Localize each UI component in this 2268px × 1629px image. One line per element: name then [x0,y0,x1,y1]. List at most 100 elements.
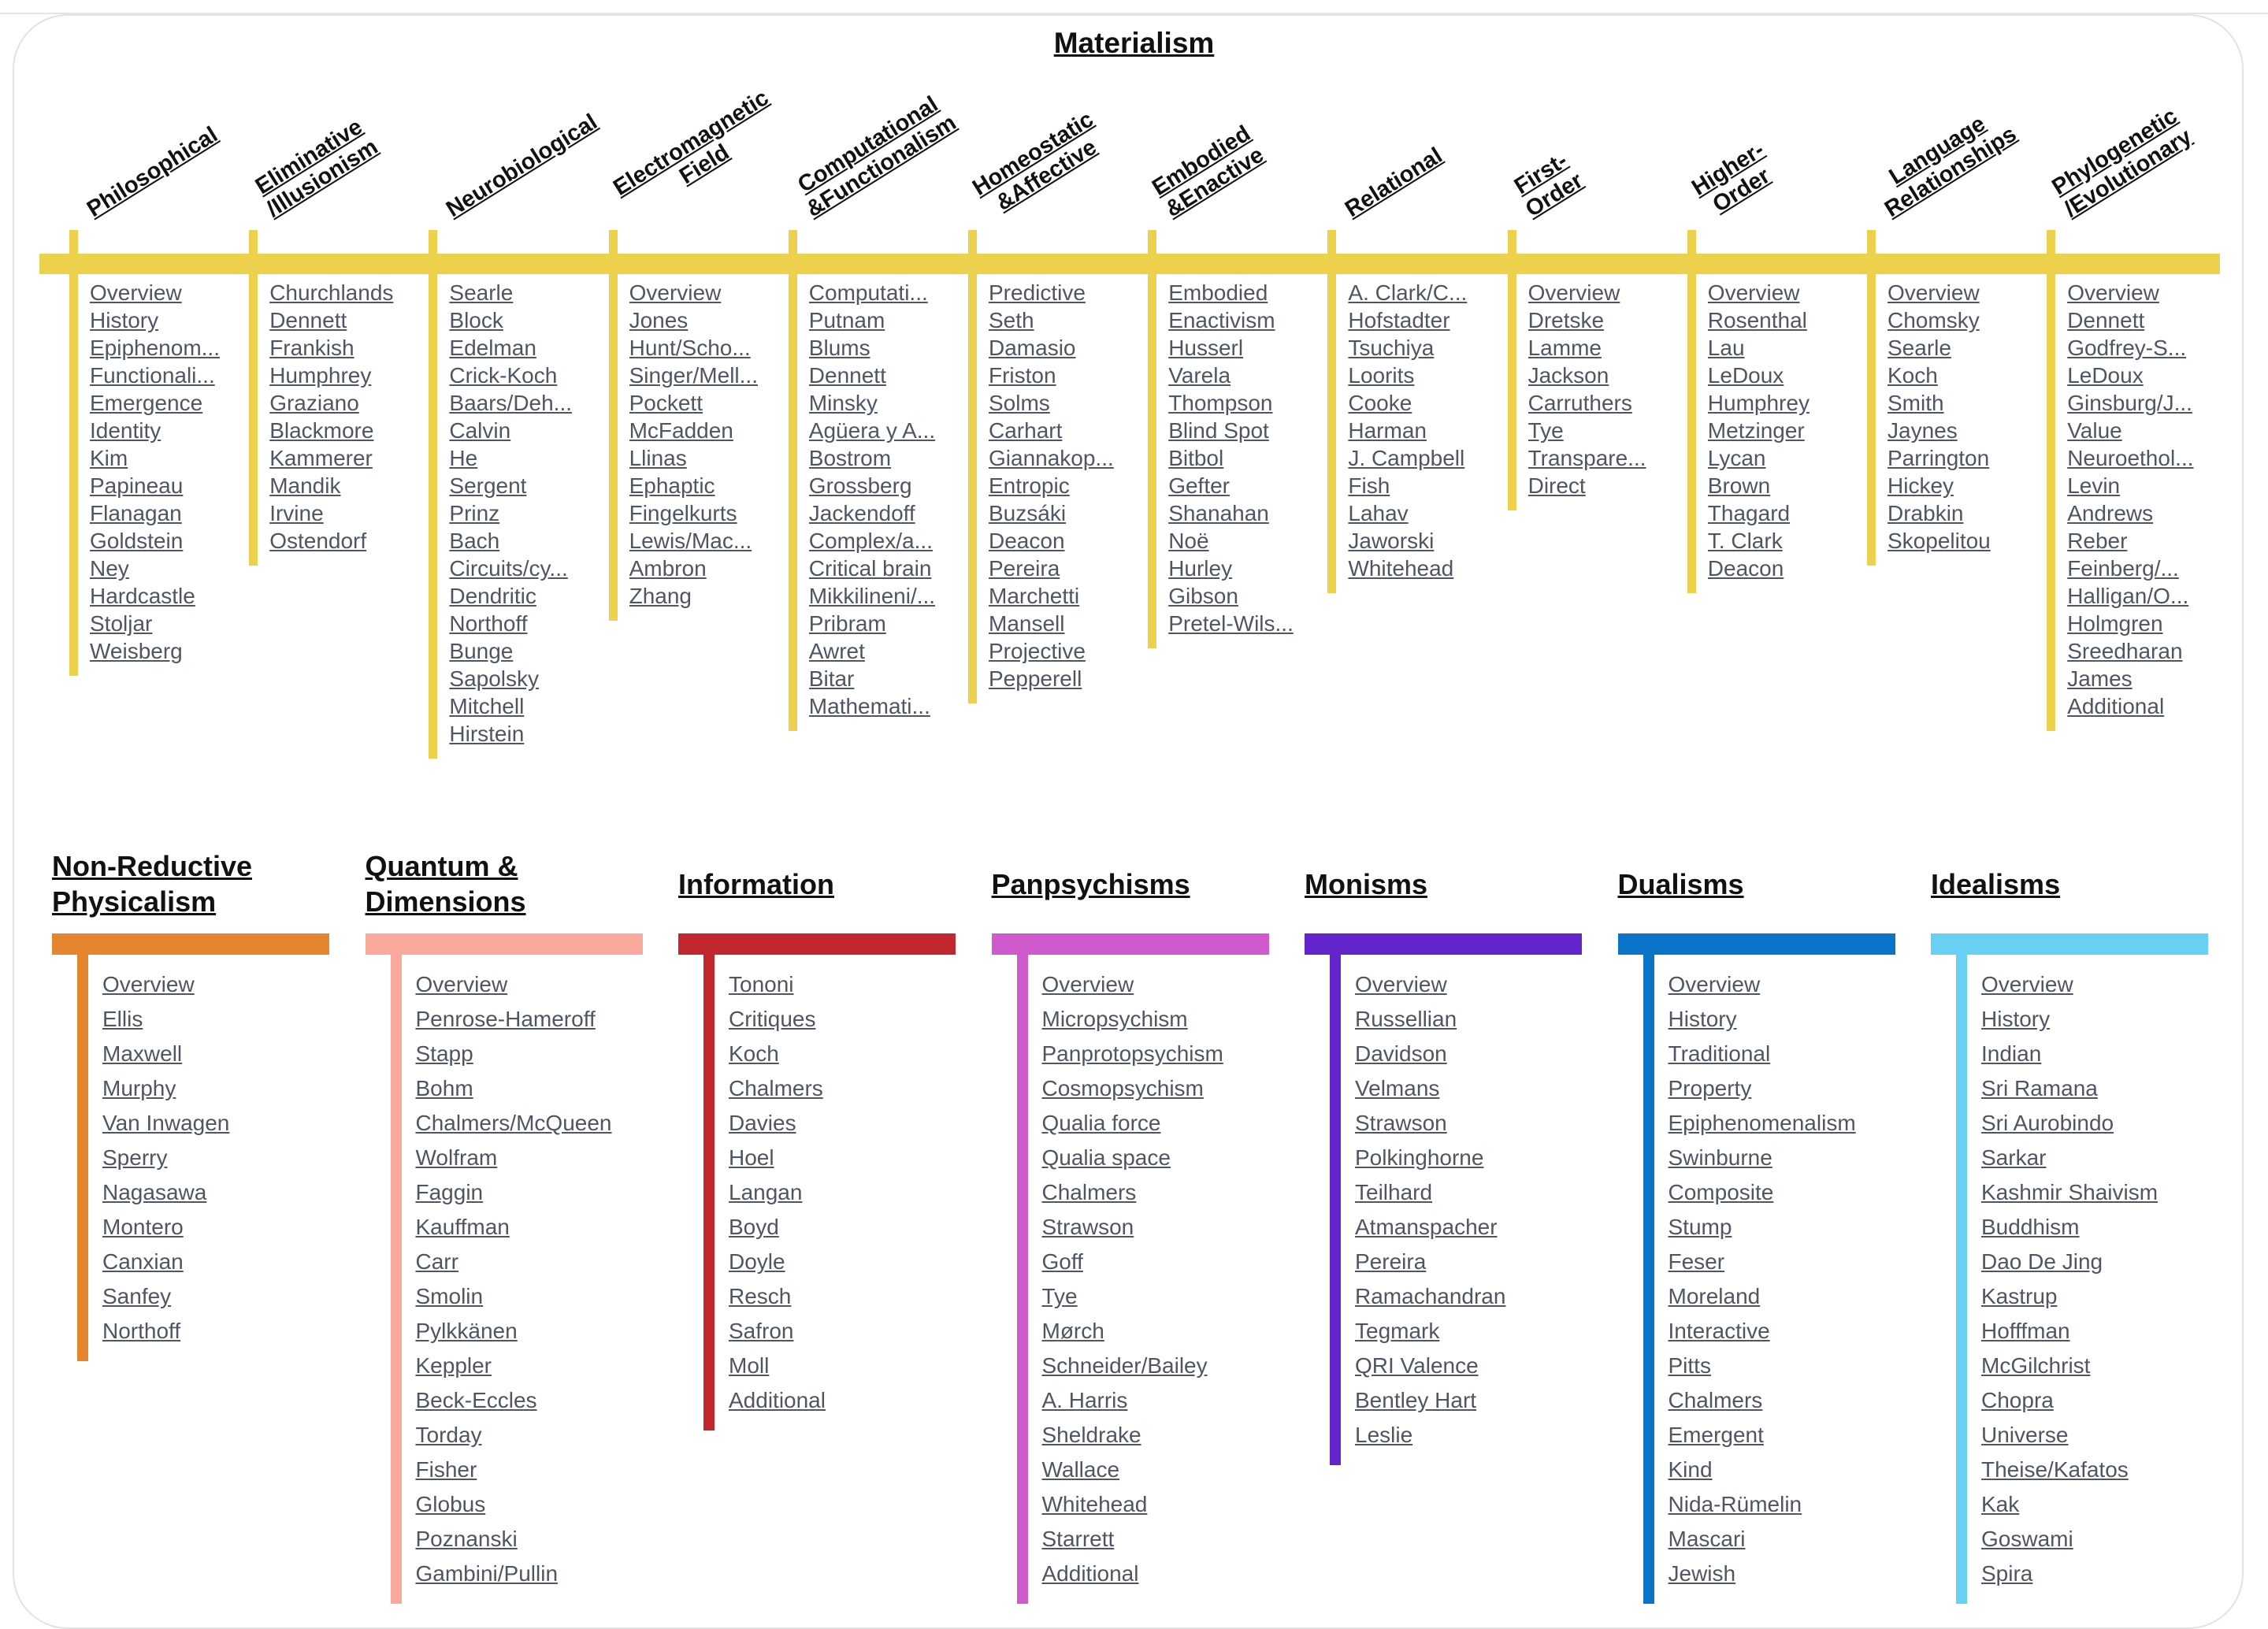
list-item-link[interactable]: Shanahan [1168,501,1269,525]
list-item-link[interactable]: Direct [1527,473,1586,498]
list-item-link[interactable]: Pockett [629,391,703,415]
list-item-link[interactable]: James [2067,666,2133,691]
list-item-link[interactable]: Leslie [1355,1423,1413,1447]
list-item-link[interactable]: Transpare... [1527,446,1646,470]
list-item-link[interactable]: Projective [989,639,1086,663]
list-item-link[interactable]: Traditional [1668,1041,1771,1066]
list-item-link[interactable]: Tye [1527,418,1564,443]
list-item-link[interactable]: Ramachandran [1355,1284,1506,1308]
list-item-link[interactable]: Circuits/cy... [449,556,568,581]
list-item-link[interactable]: Ambron [629,556,707,581]
list-item-link[interactable]: Kind [1668,1457,1713,1482]
list-item-link[interactable]: Irvine [269,501,324,525]
list-item-link[interactable]: Koch [729,1041,779,1066]
list-item-link[interactable]: Pitts [1668,1353,1711,1378]
list-item-link[interactable]: Llinas [629,446,687,470]
page-title[interactable]: Materialism [1053,27,1215,59]
list-item-link[interactable]: Polkinghorne [1355,1145,1484,1170]
list-item-link[interactable]: Hofstadter [1348,308,1450,332]
list-item-link[interactable]: Kim [90,446,128,470]
category-heading[interactable]: Panpsychisms [991,867,1190,900]
list-item-link[interactable]: Property [1668,1076,1752,1100]
list-item-link[interactable]: Bach [449,529,500,553]
list-item-link[interactable]: Davidson [1355,1041,1447,1066]
list-item-link[interactable]: Edelman [449,336,536,360]
list-item-link[interactable]: Sri Aurobindo [1981,1111,2114,1135]
list-item-link[interactable]: Prinz [449,501,500,525]
category-heading[interactable]: Idealisms [1931,867,2061,900]
list-item-link[interactable]: Tsuchiya [1348,336,1435,360]
list-item-link[interactable]: Van Inwagen [102,1111,230,1135]
list-item-link[interactable]: Lau [1707,336,1745,360]
list-item-link[interactable]: Sri Ramana [1981,1076,2098,1100]
list-item-link[interactable]: Spira [1981,1561,2033,1586]
list-item-link[interactable]: Complex/a... [808,529,933,553]
list-item-link[interactable]: Mathemati... [808,694,930,718]
list-item-link[interactable]: Overview [1041,972,1134,996]
list-item-link[interactable]: Kammerer [269,446,373,470]
list-item-link[interactable]: Drabkin [1888,501,1964,525]
list-item-link[interactable]: Hickey [1888,473,1954,498]
list-item-link[interactable]: Cooke [1348,391,1412,415]
list-item-link[interactable]: Goldstein [90,529,184,553]
list-item-link[interactable]: History [1668,1007,1737,1031]
list-item-link[interactable]: Carhart [989,418,1063,443]
list-item-link[interactable]: Additional [2067,694,2165,718]
list-item-link[interactable]: Ostendorf [269,529,367,553]
list-item-link[interactable]: Mørch [1041,1319,1104,1343]
list-item-link[interactable]: QRI Valence [1355,1353,1479,1378]
list-item-link[interactable]: LeDoux [2067,363,2144,388]
list-item-link[interactable]: Husserl [1168,336,1244,360]
list-item-link[interactable]: Pepperell [989,666,1082,691]
list-item-link[interactable]: LeDoux [1707,363,1784,388]
list-item-link[interactable]: Embodied [1168,280,1268,305]
list-item-link[interactable]: Epiphenom... [90,336,220,360]
list-item-link[interactable]: Searle [449,280,514,305]
list-item-link[interactable]: Torday [415,1423,482,1447]
list-item-link[interactable]: Overview [629,280,722,305]
list-item-link[interactable]: Hirstein [449,722,525,746]
list-item-link[interactable]: Jaworski [1348,529,1435,553]
list-item-link[interactable]: Doyle [729,1249,785,1274]
list-item-link[interactable]: Carr [415,1249,458,1274]
list-item-link[interactable]: Overview [1888,280,1980,305]
list-item-link[interactable]: Lycan [1707,446,1766,470]
list-item-link[interactable]: Blums [808,336,870,360]
list-item-link[interactable]: Varela [1168,363,1231,388]
list-item-link[interactable]: Sergent [449,473,527,498]
list-item-link[interactable]: Ginsburg/J... [2067,391,2192,415]
list-item-link[interactable]: Awret [808,639,865,663]
list-item-link[interactable]: Chalmers [729,1076,823,1100]
list-item-link[interactable]: Calvin [449,418,511,443]
list-item-link[interactable]: Montero [102,1215,184,1239]
list-item-link[interactable]: Langan [729,1180,803,1204]
list-item-link[interactable]: Metzinger [1707,418,1805,443]
list-item-link[interactable]: Critical brain [808,556,932,581]
list-item-link[interactable]: Parrington [1888,446,1990,470]
list-item-link[interactable]: Pylkkänen [415,1319,518,1343]
list-item-link[interactable]: Mikkilineni/... [808,584,936,608]
list-item-link[interactable]: Marchetti [989,584,1080,608]
list-item-link[interactable]: Bostrom [808,446,892,470]
list-item-link[interactable]: Teilhard [1355,1180,1433,1204]
list-item-link[interactable]: Qualia force [1041,1111,1161,1135]
list-item-link[interactable]: Micropsychism [1041,1007,1188,1031]
list-item-link[interactable]: Bohm [415,1076,473,1100]
list-item-link[interactable]: Dennett [808,363,886,388]
list-item-link[interactable]: Halligan/O... [2067,584,2189,608]
list-item-link[interactable]: Dennett [2067,308,2145,332]
list-item-link[interactable]: Ney [90,556,129,581]
list-item-link[interactable]: Computati... [808,280,928,305]
list-item-link[interactable]: Epiphenomenalism [1668,1111,1856,1135]
list-item-link[interactable]: Overview [1707,280,1800,305]
list-item-link[interactable]: Additional [729,1388,826,1412]
list-item-link[interactable]: Overview [2067,280,2159,305]
list-item-link[interactable]: He [449,446,478,470]
list-item-link[interactable]: Theise/Kafatos [1981,1457,2129,1482]
list-item-link[interactable]: Bitar [808,666,855,691]
list-item-link[interactable]: Overview [1527,280,1620,305]
list-item-link[interactable]: Safron [729,1319,794,1343]
list-item-link[interactable]: Entropic [989,473,1070,498]
list-item-link[interactable]: Feser [1668,1249,1725,1274]
list-item-link[interactable]: Ephaptic [629,473,715,498]
